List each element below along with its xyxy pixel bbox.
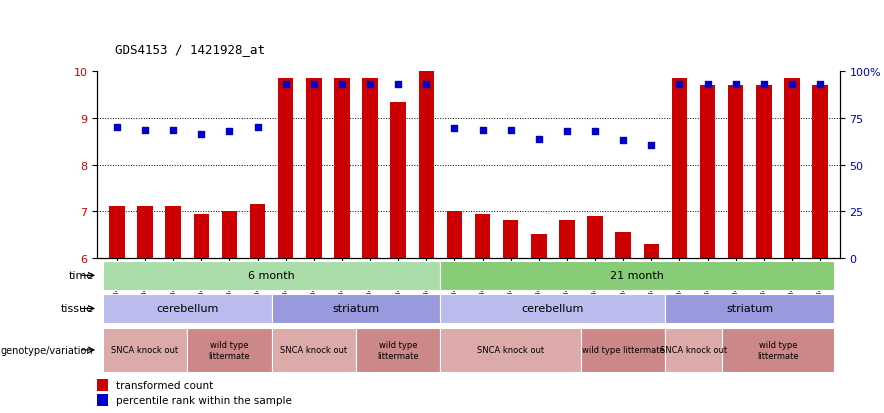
Bar bbox=[194, 214, 209, 258]
Bar bbox=[419, 72, 434, 258]
Bar bbox=[356, 328, 440, 372]
Text: tissue: tissue bbox=[60, 304, 94, 314]
Bar bbox=[784, 79, 800, 258]
Text: SNCA knock out: SNCA knock out bbox=[477, 346, 545, 354]
Text: genotype/variation: genotype/variation bbox=[1, 345, 94, 355]
Text: SNCA knock out: SNCA knock out bbox=[111, 346, 179, 354]
Bar bbox=[97, 379, 109, 391]
Bar bbox=[503, 220, 518, 258]
Point bbox=[785, 82, 799, 88]
Text: wild type
littermate: wild type littermate bbox=[209, 340, 250, 360]
Bar bbox=[306, 79, 322, 258]
Point bbox=[673, 82, 687, 88]
Point bbox=[278, 82, 293, 88]
Bar bbox=[278, 79, 293, 258]
Point bbox=[166, 127, 180, 134]
Bar bbox=[587, 216, 603, 258]
Point bbox=[194, 132, 209, 138]
Bar bbox=[531, 235, 546, 258]
Bar bbox=[644, 244, 659, 258]
Text: striatum: striatum bbox=[332, 304, 379, 314]
Text: GDS4153 / 1421928_at: GDS4153 / 1421928_at bbox=[115, 43, 265, 56]
Point bbox=[728, 82, 743, 88]
Bar bbox=[103, 261, 440, 290]
Point bbox=[138, 127, 152, 134]
Point bbox=[588, 128, 602, 135]
Point bbox=[476, 127, 490, 134]
Point bbox=[307, 82, 321, 88]
Text: striatum: striatum bbox=[727, 304, 774, 314]
Bar bbox=[334, 79, 350, 258]
Bar bbox=[666, 294, 834, 323]
Bar bbox=[475, 214, 491, 258]
Point bbox=[560, 128, 574, 135]
Point bbox=[700, 82, 714, 88]
Bar bbox=[103, 328, 187, 372]
Point bbox=[335, 82, 349, 88]
Bar bbox=[103, 294, 271, 323]
Bar bbox=[812, 86, 827, 258]
Point bbox=[644, 142, 659, 149]
Bar bbox=[560, 221, 575, 258]
Text: wild type littermate: wild type littermate bbox=[582, 346, 665, 354]
Bar bbox=[446, 211, 462, 258]
Text: 6 month: 6 month bbox=[248, 271, 295, 281]
Text: 21 month: 21 month bbox=[610, 271, 664, 281]
Bar bbox=[721, 328, 834, 372]
Point bbox=[223, 128, 237, 135]
Point bbox=[532, 136, 546, 143]
Bar bbox=[250, 205, 265, 258]
Text: SNCA knock out: SNCA knock out bbox=[280, 346, 347, 354]
Text: SNCA knock out: SNCA knock out bbox=[660, 346, 728, 354]
Text: cerebellum: cerebellum bbox=[522, 304, 584, 314]
Bar bbox=[222, 211, 237, 258]
Text: cerebellum: cerebellum bbox=[156, 304, 218, 314]
Bar bbox=[271, 328, 356, 372]
Bar bbox=[728, 86, 743, 258]
Point bbox=[110, 125, 124, 131]
Point bbox=[447, 126, 461, 132]
Bar bbox=[700, 86, 715, 258]
Point bbox=[616, 138, 630, 145]
Point bbox=[250, 125, 264, 131]
Bar bbox=[110, 206, 125, 258]
Text: transformed count: transformed count bbox=[116, 380, 213, 390]
Bar bbox=[391, 102, 406, 258]
Point bbox=[391, 82, 405, 88]
Text: wild type
littermate: wild type littermate bbox=[377, 340, 419, 360]
Bar bbox=[581, 328, 666, 372]
Bar bbox=[362, 79, 377, 258]
Bar bbox=[271, 294, 440, 323]
Bar bbox=[440, 261, 834, 290]
Bar bbox=[666, 328, 721, 372]
Point bbox=[504, 127, 518, 134]
Point bbox=[419, 82, 433, 88]
Bar bbox=[615, 233, 631, 258]
Bar bbox=[756, 86, 772, 258]
Text: time: time bbox=[68, 271, 94, 281]
Bar bbox=[187, 328, 271, 372]
Point bbox=[813, 82, 827, 88]
Text: percentile rank within the sample: percentile rank within the sample bbox=[116, 395, 292, 405]
Bar bbox=[97, 394, 109, 406]
Bar bbox=[137, 206, 153, 258]
Bar bbox=[440, 328, 581, 372]
Point bbox=[363, 82, 377, 88]
Bar bbox=[672, 79, 687, 258]
Point bbox=[757, 82, 771, 88]
Bar bbox=[440, 294, 666, 323]
Bar bbox=[165, 206, 181, 258]
Text: wild type
littermate: wild type littermate bbox=[757, 340, 799, 360]
